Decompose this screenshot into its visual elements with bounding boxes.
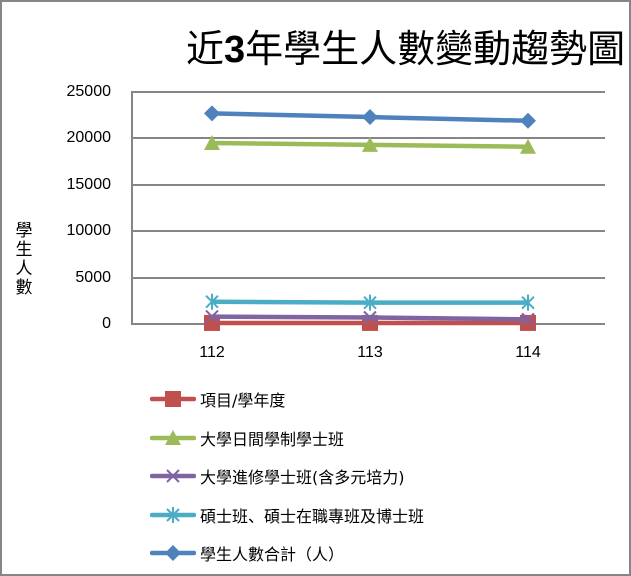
x-tick-label: 114 <box>515 344 541 361</box>
legend: 項目/學年度 大學日間學制學士班 大學進修學士班(含多元培力) 碩士班、碩士在職… <box>150 380 424 573</box>
chart-title: 近3年學生人數變動趨勢圖 <box>186 18 625 73</box>
x-tick-label: 112 <box>199 344 225 361</box>
y-tick-label: 20000 <box>66 129 112 146</box>
y-tick-label: 0 <box>102 315 111 332</box>
gridlines <box>131 91 605 325</box>
y-axis-label: 學 生 人 數 <box>14 222 34 298</box>
legend-label: 碩士班、碩士在職專班及博士班 <box>200 506 425 526</box>
legend-label: 大學進修學士班(含多元培力) <box>200 468 405 488</box>
series-star-line <box>205 293 535 311</box>
legend-item: 碩士班、碩士在職專班及博士班 <box>150 496 424 535</box>
triangle-marker-icon <box>150 429 196 445</box>
legend-item: 學生人數合計（人） <box>150 534 424 573</box>
x-marker-icon <box>150 469 196 483</box>
series-triangle-line <box>204 135 536 154</box>
title-number: 3 <box>224 29 246 71</box>
legend-item: 大學日間學制學士班 <box>150 419 424 458</box>
y-tick-label: 15000 <box>66 176 112 193</box>
series-diamond-line <box>204 105 536 129</box>
y-tick-label: 5000 <box>75 269 111 286</box>
legend-label: 學生人數合計（人） <box>200 545 345 565</box>
title-suffix: 年學生人數變動趨勢圖 <box>245 27 626 71</box>
y-axis-label-char: 生 <box>15 240 33 260</box>
y-axis-label-char: 學 <box>15 221 33 241</box>
legend-item: 大學進修學士班(含多元培力) <box>150 457 424 496</box>
diamond-marker-icon <box>150 545 196 562</box>
series-x-line <box>205 309 535 327</box>
square-marker-icon <box>150 391 196 408</box>
legend-label: 項目/學年度 <box>200 391 286 411</box>
legend-label: 大學日間學制學士班 <box>200 429 345 449</box>
y-axis-label-char: 人 <box>15 259 33 279</box>
y-tick-label: 10000 <box>66 222 112 239</box>
star-marker-icon <box>150 506 196 523</box>
title-prefix: 近 <box>186 27 225 71</box>
y-tick-label: 25000 <box>66 83 112 100</box>
legend-item: 項目/學年度 <box>150 380 424 419</box>
y-axis-label-char: 數 <box>15 278 33 298</box>
x-tick-label: 113 <box>357 344 383 361</box>
